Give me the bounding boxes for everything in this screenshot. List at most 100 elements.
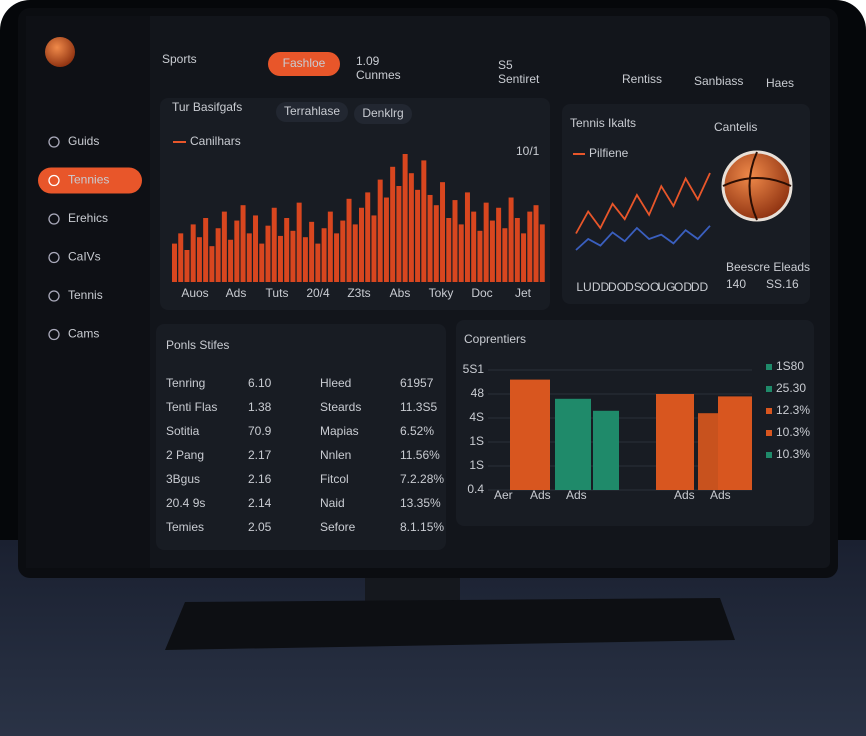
x-tick-label: LU bbox=[576, 280, 591, 294]
bar bbox=[271, 207, 277, 282]
legend-swatch bbox=[766, 408, 772, 414]
app-title: Sports bbox=[162, 52, 197, 66]
bar bbox=[178, 233, 184, 282]
x-tick-label: UG bbox=[658, 280, 676, 294]
legend-swatch bbox=[766, 430, 772, 436]
menu-icon bbox=[48, 328, 60, 341]
x-tick-label: OD bbox=[674, 280, 692, 294]
x-tick-label: Abs bbox=[390, 286, 411, 300]
y-tick-label: 4S bbox=[469, 410, 484, 424]
bar bbox=[340, 220, 346, 282]
y-tick-label: 0.4 bbox=[467, 482, 484, 496]
stat-label: Sentiret bbox=[498, 72, 540, 86]
panel-title: Coprentiers bbox=[464, 332, 526, 346]
table-cell: Steards bbox=[320, 400, 361, 414]
x-tick-label: Ads bbox=[710, 488, 731, 502]
table-cell: Nnlen bbox=[320, 448, 351, 462]
compare-chart: 5S1 48 4S 1S 1S 0.4 Aer Ads Ads Ads Ads 1S80 25.30 12… bbox=[463, 359, 811, 502]
menu-item[interactable]: Cams bbox=[68, 327, 99, 341]
table-cell: Naid bbox=[320, 496, 345, 510]
tab-label[interactable]: Terrahlase bbox=[284, 104, 340, 118]
bar bbox=[698, 413, 718, 490]
bar bbox=[521, 233, 527, 282]
bar bbox=[371, 215, 377, 282]
legend-swatch bbox=[766, 386, 772, 392]
trend-line bbox=[575, 225, 711, 251]
tab-label[interactable]: Denklrg bbox=[362, 106, 403, 120]
x-tick-label: Jet bbox=[515, 286, 532, 300]
table-cell: 2 Pang bbox=[166, 448, 204, 462]
bar bbox=[190, 224, 196, 282]
y-tick-label: 1S bbox=[469, 458, 484, 472]
bar bbox=[502, 228, 508, 282]
menu-item[interactable]: Erehics bbox=[68, 211, 108, 225]
bar bbox=[184, 250, 190, 282]
legend-label: 1S80 bbox=[776, 359, 804, 373]
x-tick-label: Ads bbox=[530, 488, 551, 502]
bar bbox=[240, 205, 246, 282]
menu-item[interactable]: Tennies bbox=[68, 173, 109, 187]
bar bbox=[315, 243, 321, 282]
bar bbox=[383, 197, 389, 282]
table-cell: 3Bgus bbox=[166, 472, 200, 486]
header-badge[interactable] bbox=[268, 52, 340, 76]
bar bbox=[390, 166, 396, 282]
nav-link[interactable]: Rentiss bbox=[622, 72, 662, 86]
legend-label: 25.30 bbox=[776, 381, 806, 395]
menu-item[interactable]: Tennis bbox=[68, 288, 103, 302]
table-cell: 2.16 bbox=[248, 472, 272, 486]
table-cell: Hleed bbox=[320, 376, 351, 390]
bar bbox=[508, 197, 514, 282]
bar bbox=[477, 230, 483, 282]
menu-icon bbox=[48, 251, 60, 264]
bar bbox=[471, 211, 477, 282]
tab[interactable] bbox=[276, 102, 348, 122]
table-cell: 13.35% bbox=[400, 496, 441, 510]
bar bbox=[215, 228, 221, 282]
sidebar bbox=[26, 16, 150, 568]
bar bbox=[334, 233, 340, 282]
stand-base bbox=[165, 598, 735, 650]
table-cell: 1.38 bbox=[248, 400, 272, 414]
bar bbox=[221, 211, 227, 282]
bar bbox=[327, 211, 333, 282]
bar bbox=[259, 243, 265, 282]
x-tick-label: Auos bbox=[181, 286, 208, 300]
bar bbox=[433, 205, 439, 282]
panel-title: Ponls Stifes bbox=[166, 338, 229, 352]
legend-label: Canilhars bbox=[190, 134, 241, 148]
legend-label: Pilfiene bbox=[589, 146, 629, 160]
y-tick-label: 1S bbox=[469, 434, 484, 448]
x-tick-label: Aer bbox=[494, 488, 513, 502]
active-item[interactable] bbox=[38, 167, 142, 194]
x-tick-label: DS bbox=[625, 280, 642, 294]
footer-value: SS.16 bbox=[766, 277, 799, 291]
bar bbox=[253, 215, 259, 282]
bar bbox=[277, 235, 283, 282]
table-cell: 2.14 bbox=[248, 496, 272, 510]
legend-label: 10.3% bbox=[776, 425, 810, 439]
menu-item[interactable]: CaIVs bbox=[68, 250, 101, 264]
x-tick-label: Tuts bbox=[266, 286, 289, 300]
table-cell: 11.3S5 bbox=[400, 400, 437, 414]
stat-label: Cunmes bbox=[356, 68, 401, 82]
menu-icon bbox=[48, 174, 60, 187]
header-badge-text[interactable]: Fashloe bbox=[283, 56, 326, 70]
panel-menu[interactable]: Cantelis bbox=[714, 120, 757, 134]
bar bbox=[203, 218, 209, 282]
panel-title: Tur Basifgafs bbox=[172, 100, 242, 114]
x-tick-label: Z3ts bbox=[347, 286, 370, 300]
panel-title: Tennis Ikalts bbox=[570, 116, 636, 130]
table-cell: Sotitia bbox=[166, 424, 200, 438]
bar bbox=[527, 211, 533, 282]
table-cell: 20.4 9s bbox=[166, 496, 205, 510]
tab[interactable] bbox=[354, 104, 412, 124]
x-tick-label: DD bbox=[691, 280, 709, 294]
bar bbox=[172, 243, 177, 282]
nav-link[interactable]: Sanbiass bbox=[694, 74, 743, 88]
menu-item[interactable]: Guids bbox=[68, 134, 99, 148]
nav-link[interactable]: Haes bbox=[766, 76, 794, 90]
x-tick-label: Toky bbox=[429, 286, 454, 300]
